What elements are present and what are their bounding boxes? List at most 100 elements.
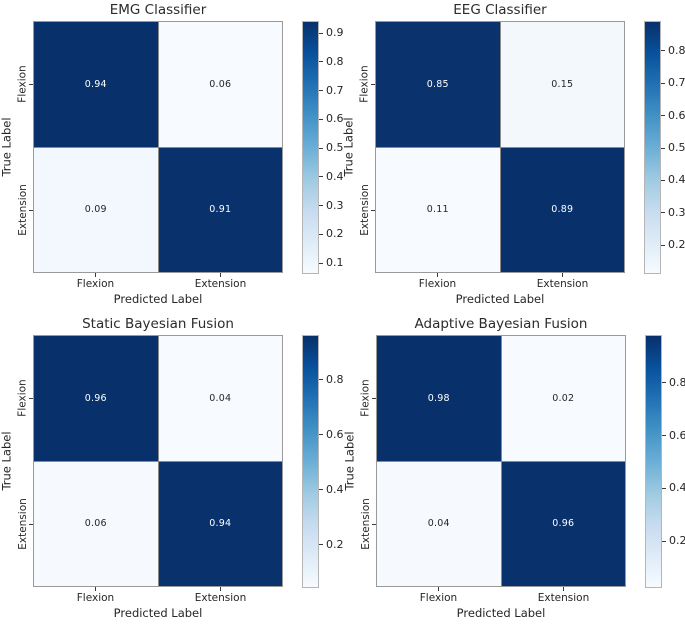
y-tick-label-extension: Extension	[359, 184, 372, 236]
heatmap-cell: 0.11	[376, 147, 500, 272]
colorbar-tick-label: 0.7	[668, 76, 685, 90]
x-tick-label-flexion: Flexion	[76, 592, 115, 604]
x-tick-mark	[220, 273, 221, 277]
heatmap-cell: 0.91	[158, 147, 282, 272]
colorbar-tick-label: 0.2	[669, 534, 685, 548]
x-tick-label-flexion: Flexion	[419, 592, 458, 604]
x-axis-label: Predicted Label	[113, 292, 203, 306]
heatmap-grid: 0.85 0.15 0.11 0.89	[375, 21, 625, 273]
colorbar-tick-mark	[661, 212, 665, 214]
heatmap-cell: 0.94	[158, 461, 282, 586]
x-tick-mark	[95, 273, 96, 277]
colorbar-tick-mark	[662, 382, 666, 384]
x-tick-label-extension: Extension	[536, 278, 589, 290]
heatmap-cell: 0.09	[34, 147, 158, 272]
y-tick-mark	[372, 524, 376, 525]
x-tick-label-extension: Extension	[537, 592, 590, 604]
x-axis-label: Predicted Label	[113, 606, 203, 620]
heatmap-cell: 0.89	[500, 147, 624, 272]
x-tick-mark	[562, 273, 563, 277]
panel-eeg-classifier: EEG Classifier True Label Flexion Extens…	[342, 0, 685, 314]
x-tick-label-extension: Extension	[194, 278, 247, 290]
heatmap-cell: 0.04	[377, 461, 501, 586]
colorbar-tick-label: 0.6	[326, 427, 344, 441]
y-tick-label-flexion: Flexion	[17, 65, 30, 103]
colorbar-tick-label: 0.6	[669, 428, 685, 442]
colorbar	[645, 335, 662, 588]
x-tick-mark	[563, 587, 564, 591]
x-tick-label-flexion: Flexion	[418, 278, 457, 290]
colorbar-tick-mark	[319, 147, 323, 149]
x-axis-label: Predicted Label	[456, 606, 546, 620]
y-tick-label-extension: Extension	[17, 498, 30, 550]
colorbar-tick-mark	[319, 61, 323, 63]
colorbar-tick-mark	[319, 233, 323, 235]
x-axis-label: Predicted Label	[455, 292, 545, 306]
heatmap-cell: 0.96	[34, 336, 158, 461]
colorbar-tick-mark	[319, 176, 323, 178]
y-tick-label-flexion: Flexion	[17, 379, 30, 417]
colorbar-tick-mark	[319, 262, 323, 264]
heatmap-cell: 0.06	[34, 461, 158, 586]
colorbar-tick-label: 0.5	[326, 141, 344, 154]
colorbar-tick-mark	[319, 205, 323, 206]
y-axis-label: True Label	[0, 117, 15, 177]
panel-title: EMG Classifier	[109, 2, 207, 18]
panel-title: Adaptive Bayesian Fusion	[414, 316, 588, 332]
heatmap-grid: 0.98 0.02 0.04 0.96	[376, 335, 626, 587]
panel-adaptive-bayesian-fusion: Adaptive Bayesian Fusion True Label Flex…	[343, 314, 685, 628]
heatmap-cell: 0.96	[501, 461, 625, 586]
colorbar-tick-label: 0.2	[326, 227, 344, 241]
colorbar-tick-label: 0.8	[668, 43, 685, 57]
colorbar-tick-label: 0.1	[326, 256, 344, 269]
panel-emg-classifier: EMG Classifier True Label Flexion Extens…	[0, 0, 344, 314]
colorbar-tick-mark	[661, 147, 665, 149]
colorbar-tick-mark	[662, 435, 666, 437]
heatmap-grid: 0.94 0.06 0.09 0.91	[33, 21, 283, 273]
y-axis-label: True Label	[0, 431, 15, 491]
colorbar-tick-label: 0.2	[326, 537, 344, 551]
y-tick-label-extension: Extension	[17, 184, 30, 236]
panel-title: EEG Classifier	[453, 2, 547, 18]
y-tick-mark	[29, 84, 33, 85]
colorbar-tick-label: 0.6	[326, 112, 344, 126]
heatmap-cell: 0.98	[377, 336, 501, 461]
y-axis-label: True Label	[343, 431, 358, 491]
colorbar-tick-label: 0.2	[668, 238, 685, 252]
colorbar-tick-mark	[319, 32, 323, 34]
colorbar	[302, 21, 319, 274]
y-tick-mark	[371, 84, 375, 85]
colorbar-tick-label: 0.4	[326, 482, 344, 496]
colorbar	[302, 335, 319, 588]
colorbar-tick-mark	[319, 544, 323, 545]
colorbar-tick-label: 0.9	[326, 26, 344, 39]
x-tick-label-extension: Extension	[194, 592, 247, 604]
colorbar-tick-mark	[319, 118, 323, 120]
colorbar-tick-label: 0.8	[326, 372, 344, 386]
y-tick-mark	[29, 524, 33, 525]
y-tick-mark	[29, 210, 33, 211]
y-tick-mark	[371, 210, 375, 211]
y-axis-label: True Label	[342, 117, 357, 177]
colorbar-tick-mark	[319, 379, 323, 380]
colorbar-tick-label: 0.4	[669, 481, 685, 495]
colorbar-tick-mark	[661, 50, 665, 52]
y-tick-label-extension: Extension	[360, 498, 373, 550]
colorbar	[644, 21, 661, 274]
colorbar-tick-mark	[661, 115, 665, 117]
colorbar-tick-label: 0.3	[326, 198, 344, 212]
colorbar-tick-label: 0.4	[326, 169, 344, 183]
x-tick-mark	[437, 273, 438, 277]
colorbar-tick-label: 0.8	[669, 375, 685, 389]
heatmap-cell: 0.02	[501, 336, 625, 461]
colorbar-tick-label: 0.3	[668, 205, 685, 219]
colorbar-tick-mark	[661, 179, 665, 181]
heatmap-grid: 0.96 0.04 0.06 0.94	[33, 335, 283, 587]
colorbar-tick-label: 0.4	[668, 173, 685, 187]
colorbar-tick-mark	[319, 434, 323, 435]
panel-title: Static Bayesian Fusion	[82, 316, 234, 332]
y-tick-label-flexion: Flexion	[360, 379, 373, 417]
colorbar-tick-mark	[661, 82, 665, 84]
y-tick-mark	[372, 398, 376, 399]
